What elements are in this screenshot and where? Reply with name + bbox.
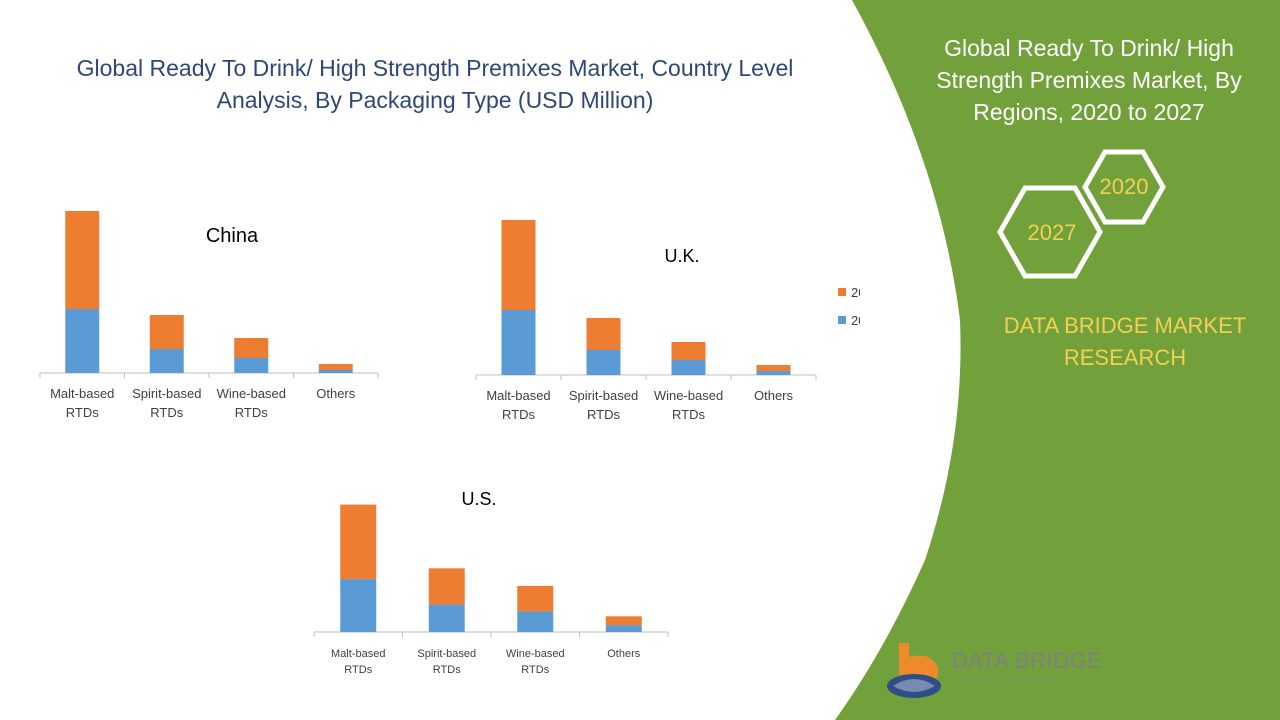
bar-2027-3 bbox=[517, 585, 554, 612]
x-tick-label: Malt-based bbox=[486, 388, 550, 403]
bar-2019-1 bbox=[501, 310, 536, 375]
brand-name: DATA BRIDGE MARKET RESEARCH bbox=[1003, 313, 1247, 370]
bar-2019-3 bbox=[234, 358, 269, 373]
bar-2027-1 bbox=[65, 211, 100, 309]
bar-2019-4 bbox=[756, 371, 791, 375]
bar-2019-2 bbox=[149, 349, 184, 373]
x-tick-label: Spirit-based bbox=[569, 388, 638, 403]
bar-2019-4 bbox=[605, 625, 642, 632]
bar-2027-1 bbox=[501, 220, 536, 310]
x-tick-label: RTDs bbox=[235, 405, 268, 420]
bar-2027-4 bbox=[605, 616, 642, 626]
chart-title: U.S. bbox=[461, 489, 496, 509]
x-tick-label: RTDs bbox=[587, 407, 620, 422]
bar-2027-2 bbox=[149, 315, 184, 349]
chart-title: U.K. bbox=[664, 246, 699, 266]
charts-area: Malt-based RTDs Spirit-based RTDs Wine-based… bbox=[39, 211, 860, 676]
bar-2027-2 bbox=[428, 568, 465, 605]
legend-swatch-2019 bbox=[838, 316, 846, 324]
x-tick-label: Wine-based bbox=[506, 648, 565, 660]
hexagon-2027 bbox=[997, 185, 1103, 279]
bar-2027-2 bbox=[586, 318, 621, 350]
x-tick-label: RTDs bbox=[344, 664, 372, 676]
x-tick-label: Malt-based bbox=[50, 386, 114, 401]
page-title: Global Ready To Drink/ High Strength Pre… bbox=[76, 55, 794, 113]
bar-2019-1 bbox=[340, 579, 377, 632]
chart-title: China bbox=[206, 225, 259, 247]
x-tick-label: RTDs bbox=[672, 407, 705, 422]
hexagon-2020 bbox=[1082, 149, 1166, 225]
x-tick-label: Malt-based bbox=[331, 648, 385, 660]
bar-2027-3 bbox=[234, 338, 269, 358]
bar-2027-4 bbox=[318, 364, 353, 370]
data-bridge-logo-icon bbox=[887, 643, 941, 698]
bar-2027-1 bbox=[340, 504, 377, 580]
x-tick-label: RTDs bbox=[433, 664, 461, 676]
x-tick-label: Others bbox=[316, 386, 356, 401]
bar-2027-3 bbox=[671, 342, 706, 360]
hex-label-2027: 2027 bbox=[1027, 220, 1077, 245]
x-tick-label: Spirit-based bbox=[417, 648, 476, 660]
bar-2019-1 bbox=[65, 309, 100, 373]
x-tick-label: Others bbox=[607, 648, 641, 660]
bar-2019-2 bbox=[586, 350, 621, 375]
legend-label-2027: 2027 bbox=[851, 285, 860, 300]
x-tick-label: Wine-based bbox=[654, 388, 723, 403]
x-tick-label: Spirit-based bbox=[132, 386, 201, 401]
hex-label-2020: 2020 bbox=[1099, 174, 1149, 199]
x-tick-label: RTDs bbox=[502, 407, 535, 422]
x-tick-label: Others bbox=[754, 388, 794, 403]
logo-subtitle: MARKET RESEARCH bbox=[953, 677, 1061, 683]
bar-2019-2 bbox=[428, 604, 465, 632]
panel-shape bbox=[835, 0, 1280, 720]
legend-label-2019: 2019 bbox=[851, 313, 860, 328]
bar-2019-4 bbox=[318, 370, 353, 373]
side-panel-title: Global Ready To Drink/ High Strength Pre… bbox=[936, 35, 1242, 125]
legend-swatch-2027 bbox=[838, 288, 846, 296]
x-tick-label: RTDs bbox=[150, 405, 183, 420]
bar-2027-4 bbox=[756, 365, 791, 371]
x-tick-label: Wine-based bbox=[217, 386, 286, 401]
bar-2019-3 bbox=[517, 611, 554, 632]
logo-name: DATA BRIDGE bbox=[952, 648, 1103, 673]
x-tick-label: RTDs bbox=[521, 664, 549, 676]
bar-2019-3 bbox=[671, 360, 706, 375]
x-tick-label: RTDs bbox=[66, 405, 99, 420]
